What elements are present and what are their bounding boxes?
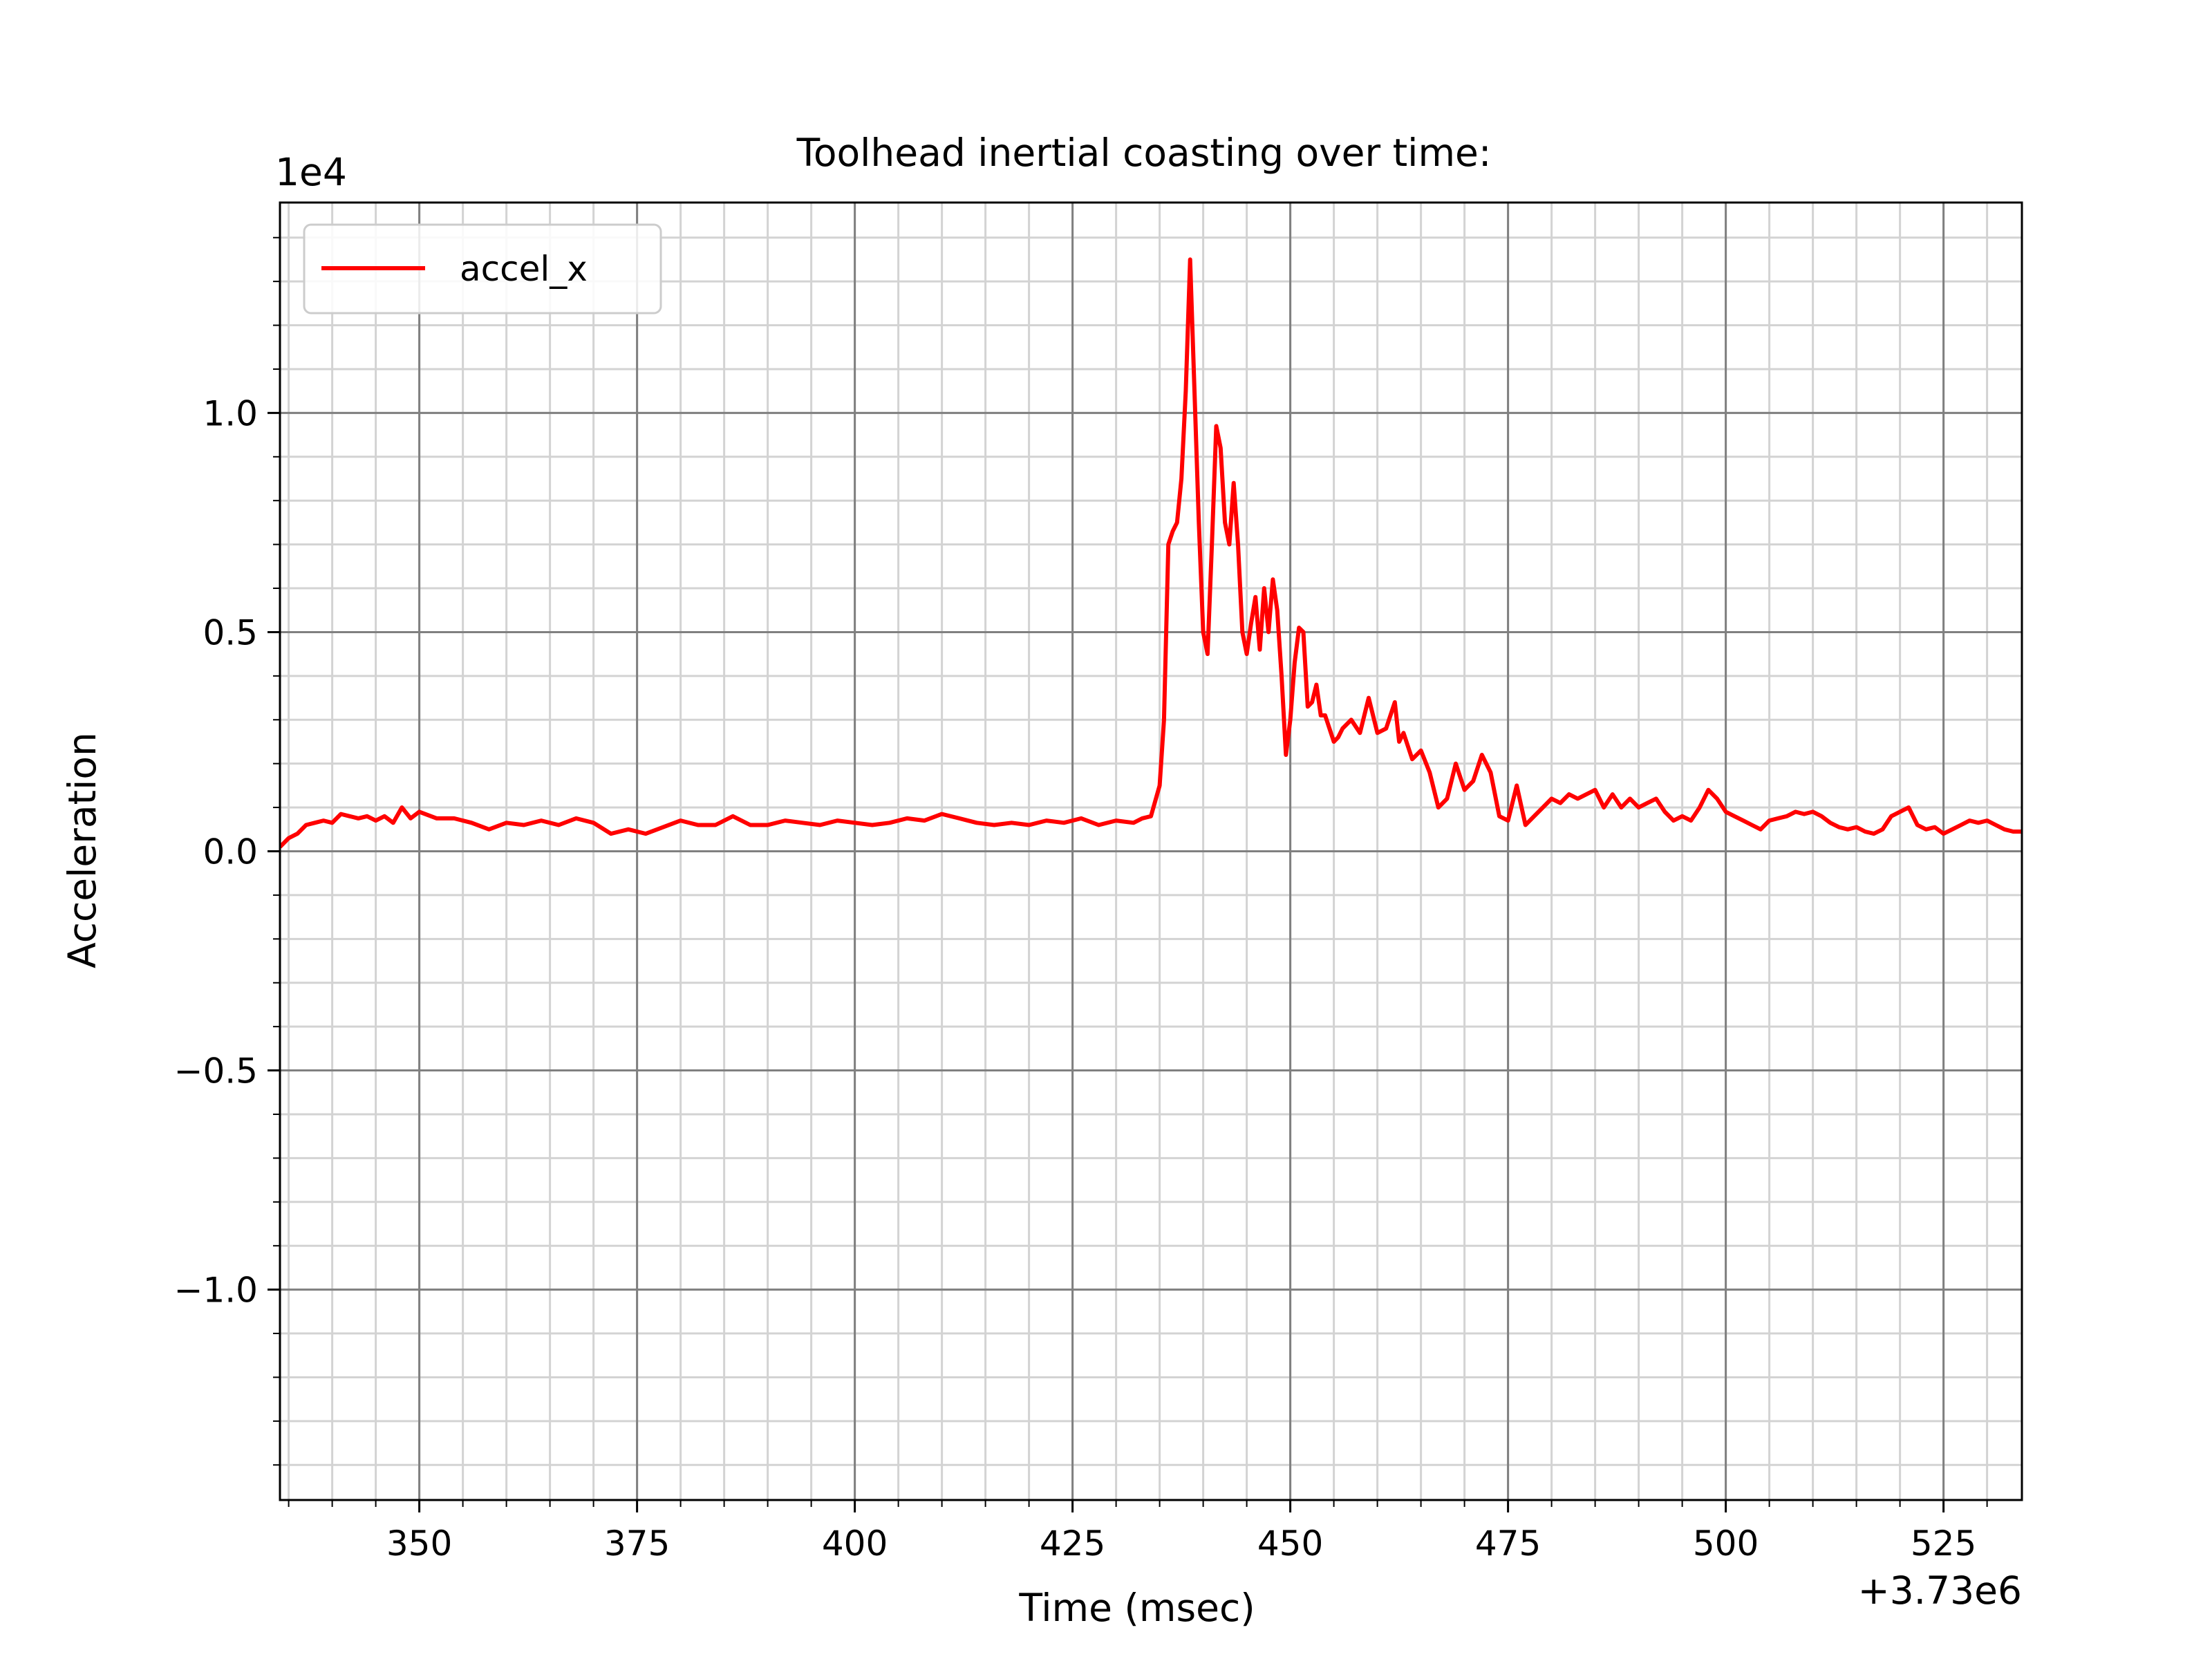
series-line-accel_x [280, 257, 2022, 849]
y-scale-label: 1e4 [275, 150, 347, 194]
y-tick-label: 0.0 [203, 832, 258, 872]
x-offset-label: +3.73e6 [1858, 1568, 2022, 1613]
y-axis-label: Acceleration [60, 732, 104, 968]
y-tick-label: −0.5 [174, 1051, 258, 1091]
legend: accel_x [303, 223, 662, 315]
legend-box [303, 223, 662, 315]
x-tick-label: 350 [386, 1524, 452, 1564]
major-grid [280, 203, 2022, 1500]
x-axis-label: Time (msec) [1018, 1586, 1255, 1630]
legend-label: accel_x [460, 249, 588, 289]
axis-ticks [268, 236, 1988, 1512]
y-tick-label: 0.5 [203, 612, 258, 653]
x-tick-label: 375 [604, 1524, 670, 1564]
tick-labels: 350 375 400 425 450 475 500 525 −1.0 −0.5 0.0 0.5 1.… [174, 393, 1977, 1564]
series-layer [280, 257, 2022, 849]
x-tick-label: 500 [1693, 1524, 1759, 1564]
y-tick-label: −1.0 [174, 1271, 258, 1311]
y-tick-label: 1.0 [203, 393, 258, 433]
x-tick-label: 425 [1040, 1524, 1105, 1564]
chart-title: Toolhead inertial coasting over time: [796, 131, 1492, 175]
x-tick-label: 475 [1475, 1524, 1541, 1564]
x-tick-label: 450 [1257, 1524, 1323, 1564]
x-tick-label: 525 [1911, 1524, 1976, 1564]
x-tick-label: 400 [822, 1524, 888, 1564]
